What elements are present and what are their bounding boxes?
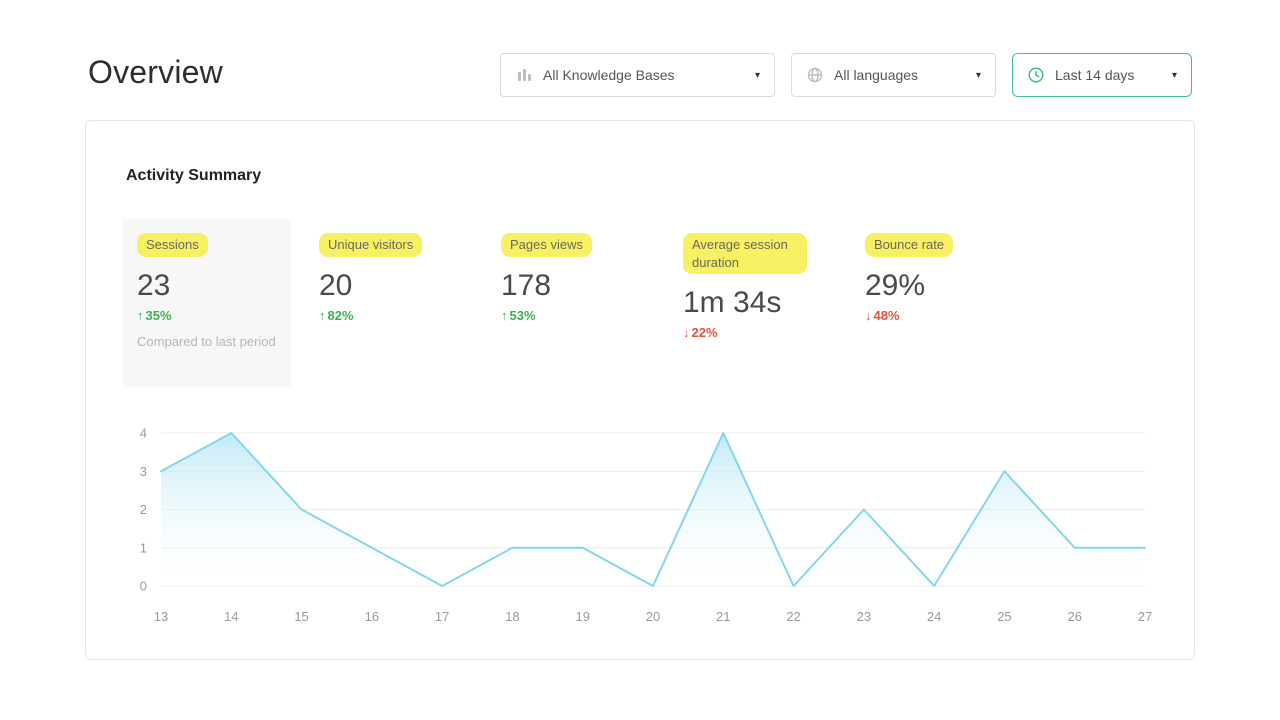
svg-text:2: 2 [140, 502, 147, 517]
svg-text:13: 13 [154, 609, 168, 624]
metric-value: 20 [319, 268, 353, 302]
date-range-dropdown[interactable]: Last 14 days ▾ [1012, 53, 1192, 97]
metric-label: Unique visitors [319, 233, 423, 257]
trend-arrow-icon: ↓ [683, 325, 690, 341]
svg-text:21: 21 [716, 609, 730, 624]
svg-text:23: 23 [857, 609, 871, 624]
metric-label: Pages views [501, 233, 592, 257]
metrics-row: Sessions 23 ↑ 35% Compared to last period… [123, 219, 1019, 387]
page-title: Overview [88, 54, 223, 90]
metric: Unique visitors 20 ↑ 82% [319, 219, 473, 323]
svg-text:27: 27 [1138, 609, 1152, 624]
svg-text:3: 3 [140, 464, 147, 479]
metric: Sessions 23 ↑ 35% Compared to last period [123, 219, 291, 387]
svg-text:15: 15 [294, 609, 308, 624]
chevron-down-icon: ▾ [754, 69, 760, 81]
svg-text:24: 24 [927, 609, 941, 624]
svg-text:0: 0 [140, 579, 147, 594]
metric: Average session duration 1m 34s ↓ 22% [683, 219, 837, 340]
svg-text:18: 18 [505, 609, 519, 624]
knowledge-bases-dropdown[interactable]: All Knowledge Bases ▾ [500, 53, 775, 97]
chevron-down-icon: ▾ [975, 69, 981, 81]
date-range-value: Last 14 days [1055, 67, 1135, 83]
activity-summary-card: Activity Summary Sessions 23 ↑ 35% Compar… [85, 120, 1195, 660]
metric-value: 29% [865, 268, 926, 302]
metric-change: ↓ 22% [683, 325, 718, 341]
metric-change: ↑ 35% [137, 307, 172, 323]
filter-bar: All Knowledge Bases ▾ All languages ▾ [500, 53, 1192, 97]
knowledge-base-icon [515, 66, 533, 84]
trend-arrow-icon: ↑ [319, 307, 326, 323]
chevron-down-icon: ▾ [1171, 69, 1177, 81]
metric-label: Bounce rate [865, 233, 954, 257]
svg-text:17: 17 [435, 609, 449, 624]
metric-change: ↓ 48% [865, 307, 900, 323]
languages-value: All languages [834, 67, 919, 83]
trend-arrow-icon: ↑ [137, 307, 144, 323]
metric-change: ↑ 53% [501, 307, 536, 323]
svg-text:25: 25 [997, 609, 1011, 624]
trend-arrow-icon: ↓ [865, 307, 872, 323]
svg-text:22: 22 [786, 609, 800, 624]
metric-label: Average session duration [683, 233, 807, 275]
activity-chart-container: 0 1 2 3 4 13 14 15 16 17 18 19 20 21 22 23 24 25 26 27 [123, 416, 1158, 636]
svg-text:26: 26 [1067, 609, 1081, 624]
globe-icon [806, 66, 824, 84]
svg-text:1: 1 [140, 540, 147, 555]
svg-text:19: 19 [575, 609, 589, 624]
clock-icon [1027, 66, 1045, 84]
metric-change: ↑ 82% [319, 307, 354, 323]
trend-arrow-icon: ↑ [501, 307, 508, 323]
languages-dropdown[interactable]: All languages ▾ [791, 53, 996, 97]
metric: Bounce rate 29% ↓ 48% [865, 219, 1019, 323]
svg-text:14: 14 [224, 609, 238, 624]
metric-value: 23 [137, 268, 171, 302]
card-title: Activity Summary [126, 167, 262, 184]
knowledge-bases-value: All Knowledge Bases [543, 67, 675, 83]
svg-text:16: 16 [365, 609, 379, 624]
svg-text:4: 4 [140, 426, 147, 441]
metric-label: Sessions [137, 233, 208, 257]
metric: Pages views 178 ↑ 53% [501, 219, 655, 323]
metric-value: 178 [501, 268, 552, 302]
metric-note: Compared to last period [137, 333, 276, 349]
svg-text:20: 20 [646, 609, 660, 624]
metric-value: 1m 34s [683, 286, 782, 320]
